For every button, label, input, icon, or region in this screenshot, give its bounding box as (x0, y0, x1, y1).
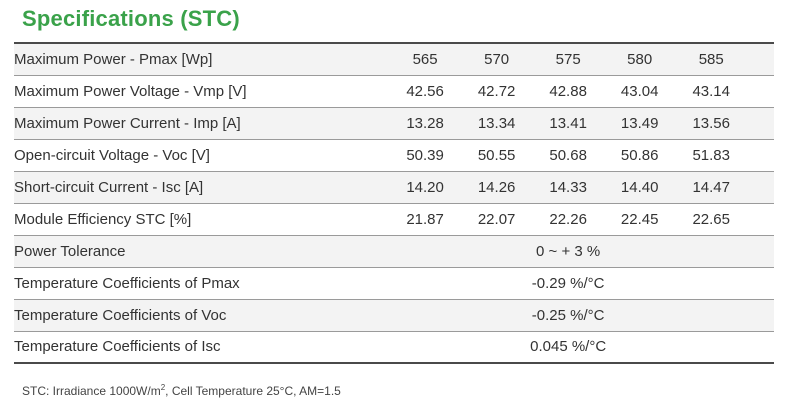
row-label: Short-circuit Current - Isc [A] (14, 171, 390, 204)
cell-value: 50.86 (603, 139, 676, 172)
footnote-text-rest: , Cell Temperature 25°C, AM=1.5 (165, 384, 341, 398)
footnote: STC: Irradiance 1000W/m2, Cell Temperatu… (22, 383, 341, 398)
row-label: Module Efficiency STC [%] (14, 203, 390, 236)
cell-value: 50.39 (389, 139, 461, 172)
row-label: Temperature Coefficients of Isc (14, 331, 390, 364)
row-padding (746, 171, 774, 204)
cell-value: 13.34 (460, 107, 533, 140)
row-padding (746, 75, 774, 108)
cell-value: 42.72 (460, 75, 533, 108)
row-padding (746, 299, 774, 332)
cell-value: 51.83 (675, 139, 747, 172)
cell-value: 13.41 (532, 107, 604, 140)
row-label: Power Tolerance (14, 235, 390, 268)
table-row: Maximum Power - Pmax [Wp] 565 570 575 58… (14, 42, 774, 76)
row-padding (746, 331, 774, 364)
cell-value: 22.07 (460, 203, 533, 236)
table-row: Maximum Power Current - Imp [A] 13.28 13… (14, 107, 774, 140)
row-label: Maximum Power Voltage - Vmp [V] (14, 75, 390, 108)
cell-value: 575 (532, 42, 604, 76)
table-row: Open-circuit Voltage - Voc [V] 50.39 50.… (14, 139, 774, 172)
cell-value: 14.40 (603, 171, 676, 204)
row-label: Maximum Power - Pmax [Wp] (14, 42, 390, 76)
row-padding (746, 139, 774, 172)
cell-value: 21.87 (389, 203, 461, 236)
row-padding (746, 203, 774, 236)
row-label: Maximum Power Current - Imp [A] (14, 107, 390, 140)
cell-value: 14.33 (532, 171, 604, 204)
footnote-text: STC: Irradiance 1000W/m (22, 384, 161, 398)
cell-value: -0.25 %/°C (389, 299, 747, 332)
cell-value: 13.56 (675, 107, 747, 140)
table-row: Temperature Coefficients of Isc 0.045 %/… (14, 331, 774, 364)
page-title: Specifications (STC) (22, 6, 240, 31)
row-padding (746, 267, 774, 300)
row-label: Temperature Coefficients of Voc (14, 299, 390, 332)
cell-value: -0.29 %/°C (389, 267, 747, 300)
cell-value: 0 ~ + 3 % (389, 235, 747, 268)
cell-value: 22.45 (603, 203, 676, 236)
cell-value: 14.20 (389, 171, 461, 204)
specifications-table: Maximum Power - Pmax [Wp] 565 570 575 58… (14, 42, 774, 364)
row-padding (746, 235, 774, 268)
cell-value: 43.04 (603, 75, 676, 108)
cell-value: 570 (460, 42, 533, 76)
footnote-superscript: 2 (160, 383, 166, 392)
table-row: Short-circuit Current - Isc [A] 14.20 14… (14, 171, 774, 204)
cell-value: 42.88 (532, 75, 604, 108)
table-row: Temperature Coefficients of Voc -0.25 %/… (14, 299, 774, 332)
cell-value: 580 (603, 42, 676, 76)
row-label: Temperature Coefficients of Pmax (14, 267, 390, 300)
row-label: Open-circuit Voltage - Voc [V] (14, 139, 390, 172)
cell-value: 43.14 (675, 75, 747, 108)
table-row: Temperature Coefficients of Pmax -0.29 %… (14, 267, 774, 300)
cell-value: 13.28 (389, 107, 461, 140)
cell-value: 565 (389, 42, 461, 76)
cell-value: 14.26 (460, 171, 533, 204)
cell-value: 585 (675, 42, 747, 76)
cell-value: 14.47 (675, 171, 747, 204)
table-row: Maximum Power Voltage - Vmp [V] 42.56 42… (14, 75, 774, 108)
cell-value: 13.49 (603, 107, 676, 140)
cell-value: 50.55 (460, 139, 533, 172)
row-padding (746, 42, 774, 76)
cell-value: 0.045 %/°C (389, 331, 747, 364)
cell-value: 50.68 (532, 139, 604, 172)
cell-value: 42.56 (389, 75, 461, 108)
table-row: Module Efficiency STC [%] 21.87 22.07 22… (14, 203, 774, 236)
cell-value: 22.65 (675, 203, 747, 236)
table-row: Power Tolerance 0 ~ + 3 % (14, 235, 774, 268)
row-padding (746, 107, 774, 140)
cell-value: 22.26 (532, 203, 604, 236)
